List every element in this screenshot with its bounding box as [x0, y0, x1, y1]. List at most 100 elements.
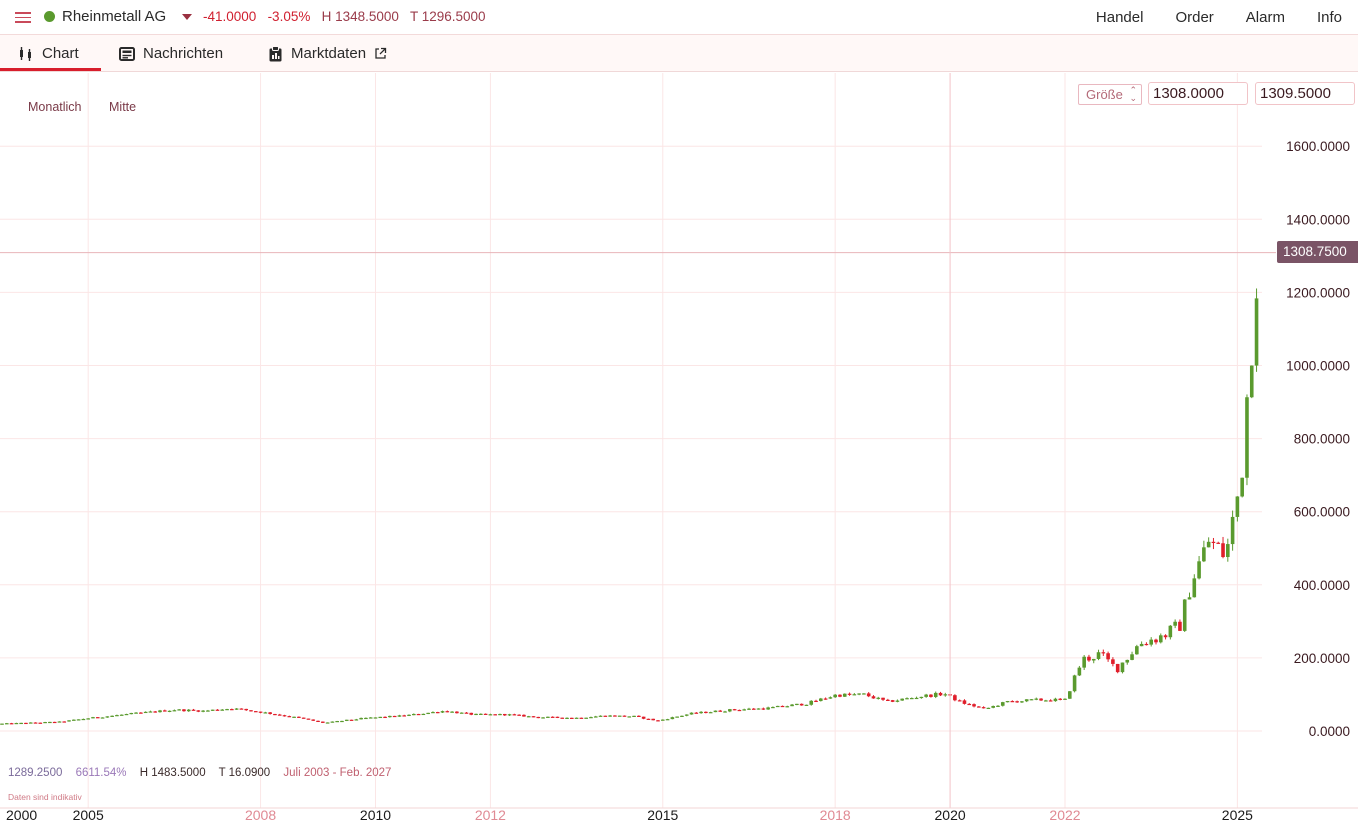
candle-body [823, 698, 828, 700]
candle-body [234, 708, 239, 710]
candle-body [158, 710, 162, 713]
top-bar: Rheinmetall AG -41.0000 -3.05% H 1348.50… [0, 0, 1358, 35]
candle-body [435, 712, 440, 714]
nav-alarm[interactable]: Alarm [1245, 9, 1285, 26]
nav-order[interactable]: Order [1175, 9, 1214, 26]
price-type-selector[interactable]: Mitte [109, 100, 137, 114]
candle-body [694, 712, 699, 714]
candle-body [297, 716, 301, 718]
bid-price-button[interactable]: 1308.0000 [1148, 82, 1248, 105]
candle-body [124, 713, 129, 716]
candle-body [574, 717, 579, 719]
candle-body [1182, 599, 1187, 631]
candle-body [876, 697, 881, 699]
candle-body [1053, 698, 1058, 702]
y-tick-label: 200.0000 [1294, 651, 1350, 666]
instrument-name[interactable]: Rheinmetall AG [62, 8, 167, 25]
candle-body [19, 722, 23, 725]
chart-area[interactable]: 0.0000 200.0000 400.0000 600.0000 800.0000 10… [0, 73, 1358, 827]
stat-low: T 16.0900 [218, 767, 271, 779]
candle-body [637, 715, 641, 717]
candle-body [450, 711, 454, 713]
candle-body [977, 706, 981, 708]
candle-body [301, 717, 306, 719]
change-absolute: -41.0000 [203, 9, 257, 24]
market-status-icon [44, 11, 55, 22]
menu-icon[interactable] [15, 9, 31, 25]
size-select[interactable]: Größe ⌃ ⌄ [1078, 84, 1142, 105]
stat-range: Juli 2003 - Feb. 2027 [283, 767, 392, 779]
candle-body [1077, 667, 1082, 676]
y-tick-label: 1400.0000 [1286, 212, 1350, 227]
candle-body [225, 709, 229, 711]
candle-body [1015, 701, 1019, 703]
candle-body [139, 712, 143, 714]
price-chart[interactable]: 0.0000 200.0000 400.0000 600.0000 800.0000 10… [0, 73, 1358, 827]
candlesticks [0, 288, 1259, 725]
tab-marktdaten[interactable]: Marktdaten [268, 35, 387, 72]
candle-body [957, 700, 962, 702]
candle-body [86, 718, 90, 720]
chart-stats: 1289.2500 6611.54% H 1483.5000 T 16.0900… [8, 767, 401, 779]
candle-body [110, 715, 114, 717]
candle-body [833, 694, 837, 698]
external-link-icon[interactable] [374, 47, 387, 60]
candle-body [81, 718, 86, 721]
candle-body [392, 715, 397, 718]
crosshair [0, 73, 1276, 808]
candle-body [1000, 702, 1005, 706]
candle-body [1249, 365, 1254, 398]
tab-marktdaten-label: Marktdaten [291, 45, 367, 62]
candle-body [1082, 656, 1086, 668]
candle-body [780, 705, 785, 708]
candle-body [182, 709, 186, 712]
candle-body [311, 719, 316, 721]
candle-body [790, 704, 794, 707]
candle-body [1240, 477, 1244, 497]
candle-body [627, 716, 632, 718]
interval-selector[interactable]: Monatlich [28, 100, 82, 114]
candle-body [1029, 699, 1034, 701]
candle-body [847, 693, 852, 695]
candle-body [1106, 653, 1110, 660]
candle-body [799, 703, 804, 706]
candle-body [9, 723, 14, 725]
candle-body [4, 723, 9, 725]
candle-body [890, 700, 895, 702]
candle-body [751, 708, 756, 710]
candle-body [814, 700, 818, 703]
tab-nachrichten[interactable]: Nachrichten [119, 35, 223, 72]
candle-body [1125, 659, 1130, 663]
tab-chart[interactable]: Chart [18, 35, 79, 72]
candle-body [1230, 516, 1235, 545]
candle-body [186, 709, 191, 712]
candle-body [488, 714, 493, 716]
candle-body [842, 693, 847, 697]
ask-price-button[interactable]: 1309.5000 [1255, 82, 1355, 105]
nav-info[interactable]: Info [1316, 9, 1342, 26]
candle-body [306, 718, 311, 720]
candle-body [512, 714, 517, 716]
chevron-down-icon[interactable] [182, 14, 192, 20]
candle-body [546, 716, 550, 718]
candle-body [91, 717, 95, 719]
candle-body [1202, 547, 1206, 562]
candle-body [33, 722, 38, 724]
candle-body [747, 708, 751, 710]
candle-body [704, 711, 708, 714]
candle-body [895, 700, 900, 702]
x-tick-label: 2022 [1049, 807, 1080, 823]
candle-body [1163, 635, 1168, 638]
candle-body [163, 710, 167, 712]
candle-body [622, 715, 627, 717]
x-tick-label: 2025 [1222, 807, 1253, 823]
candle-body [962, 700, 967, 704]
candle-body [905, 698, 909, 700]
candle-body [67, 720, 71, 722]
nav-handel[interactable]: Handel [1095, 9, 1144, 26]
active-tab-indicator [0, 68, 101, 71]
x-tick-label: 2010 [360, 807, 391, 823]
day-high: H 1348.5000 [321, 9, 399, 24]
candle-body [665, 719, 670, 721]
candle-body [378, 716, 383, 719]
